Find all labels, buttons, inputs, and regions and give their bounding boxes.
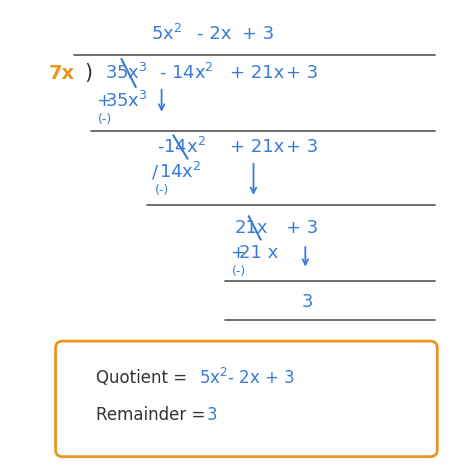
- Text: + 3: + 3: [286, 138, 319, 156]
- Text: (-): (-): [155, 185, 169, 198]
- Text: 35x$^3$: 35x$^3$: [105, 63, 148, 83]
- Text: (-): (-): [98, 113, 112, 126]
- Text: + 21x: + 21x: [230, 138, 284, 156]
- Text: 14x$^2$: 14x$^2$: [159, 162, 202, 182]
- Text: + 3: + 3: [286, 219, 319, 237]
- Text: 21x: 21x: [235, 219, 268, 237]
- Text: +: +: [96, 92, 110, 110]
- Text: 3: 3: [302, 293, 313, 311]
- Text: - 14x$^2$: - 14x$^2$: [159, 63, 214, 83]
- Text: Quotient =: Quotient =: [96, 369, 192, 387]
- Text: + 3: + 3: [286, 64, 319, 82]
- Text: + 3: + 3: [242, 25, 274, 43]
- FancyBboxPatch shape: [55, 341, 438, 457]
- Text: 21 x: 21 x: [239, 244, 279, 262]
- Text: 5x$^2$- 2x + 3: 5x$^2$- 2x + 3: [199, 368, 295, 388]
- Text: +: +: [230, 244, 245, 262]
- Text: 35x$^3$: 35x$^3$: [105, 91, 148, 111]
- Text: (-): (-): [232, 266, 246, 278]
- Text: + 21x: + 21x: [230, 64, 284, 82]
- Text: 5x$^2$: 5x$^2$: [151, 24, 182, 44]
- Text: /: /: [152, 163, 158, 181]
- Text: ): ): [84, 63, 92, 83]
- Text: 3: 3: [206, 406, 217, 424]
- Text: Remainder =: Remainder =: [96, 406, 210, 424]
- Text: -14x$^2$: -14x$^2$: [157, 137, 206, 157]
- Text: - 2x: - 2x: [197, 25, 231, 43]
- Text: 7x: 7x: [48, 64, 74, 82]
